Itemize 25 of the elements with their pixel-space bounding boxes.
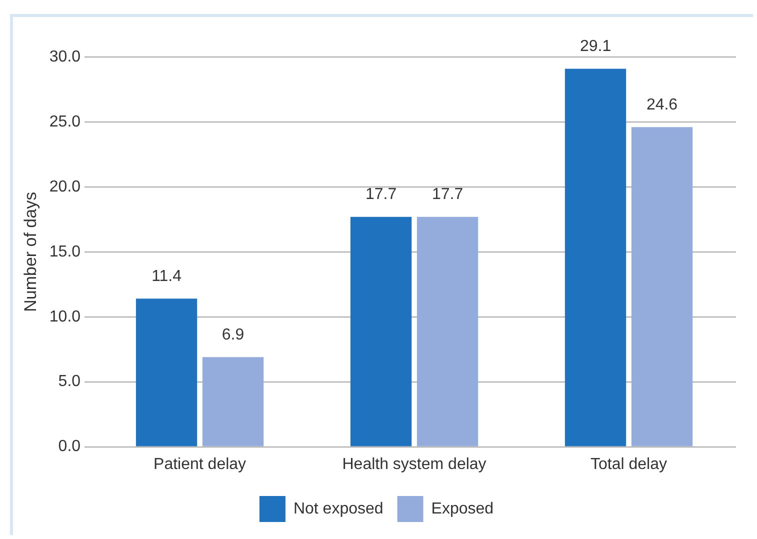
y-tick-label: 25.0	[49, 113, 81, 130]
y-tick-label: 0.0	[58, 438, 81, 456]
bar	[350, 216, 412, 446]
data-label: 11.4	[152, 268, 182, 286]
bar	[202, 357, 264, 446]
data-label: 17.7	[365, 186, 397, 204]
y-tick-label: 15.0	[49, 243, 81, 260]
y-tick-label: 30.0	[49, 48, 81, 66]
bar	[136, 298, 198, 446]
legend-label: Not exposed	[293, 500, 384, 518]
bar	[564, 68, 626, 446]
x-tick-label: Patient delay	[154, 456, 246, 473]
x-tick-label: Total delay	[590, 456, 668, 473]
data-label: 17.7	[432, 186, 464, 204]
x-tick-label: Health system delay	[342, 456, 486, 473]
legend-label: Exposed	[431, 500, 494, 518]
bar	[416, 216, 478, 446]
y-tick-label: 10.0	[49, 308, 81, 326]
bar	[631, 127, 693, 446]
y-axis-title: Number of days	[20, 192, 40, 312]
data-label: 24.6	[646, 96, 678, 114]
data-label: 29.1	[580, 38, 612, 56]
y-tick-label: 20.0	[49, 178, 81, 196]
data-label: 6.9	[222, 326, 244, 344]
y-tick-label: 5.0	[58, 373, 81, 390]
